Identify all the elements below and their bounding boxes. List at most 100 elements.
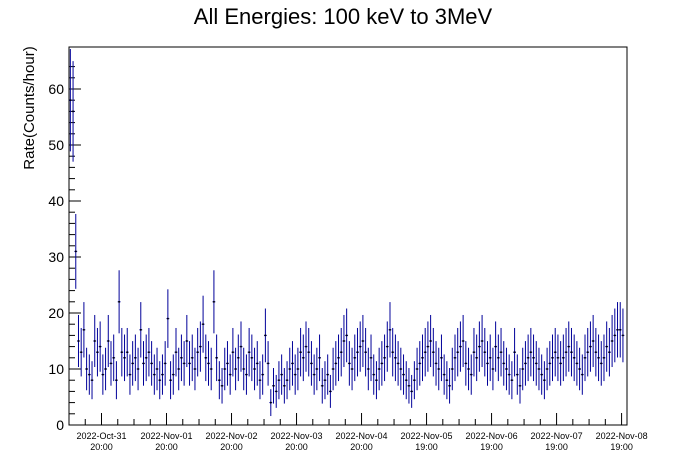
data-point [326,354,330,395]
data-point [234,347,237,391]
data-marker [150,362,153,365]
data-point [423,327,427,377]
data-marker [202,323,204,325]
data-marker [275,390,278,393]
data-point [486,341,489,386]
data-marker [137,368,139,370]
data-series [68,49,625,417]
data-point [228,354,232,395]
data-marker [340,351,343,353]
data-marker [418,362,421,365]
data-marker [511,379,513,381]
data-marker [470,373,473,376]
data-marker [614,334,616,337]
data-marker [329,390,332,393]
data-point [82,302,86,358]
data-point [93,314,97,368]
data-point [215,334,219,382]
data-point [375,361,378,400]
data-marker [240,345,242,348]
data-point [618,302,622,358]
data-marker [345,334,348,337]
data-point [388,302,392,358]
data-marker [483,351,486,353]
data-point [366,347,370,391]
data-point [448,368,451,404]
data-point [293,354,297,395]
data-marker [316,368,318,370]
data-marker [343,340,345,342]
data-point [104,347,107,391]
data-marker [391,351,394,353]
data-point [480,314,484,368]
data-marker [248,351,250,353]
chart-title: All Energies: 100 keV to 3MeV [194,4,493,29]
data-point [380,341,384,386]
data-point [258,361,262,400]
data-point [434,341,438,386]
data-marker [210,368,213,370]
y-tick-label: 50 [48,137,64,153]
data-marker [77,340,80,342]
data-point [299,327,302,377]
data-marker [326,373,329,376]
data-point [534,341,538,386]
data-point [125,327,129,377]
data-point [342,314,346,368]
data-marker [505,368,508,370]
data-marker [226,362,229,365]
data-marker [229,373,231,376]
data-marker [299,351,302,353]
data-marker [242,368,245,370]
data-point [226,341,229,386]
data-marker [110,362,112,365]
data-point [396,341,400,386]
data-point [613,308,617,363]
data-marker [172,373,175,376]
data-marker [538,368,540,370]
data-marker [221,385,223,387]
data-point [277,361,281,400]
data-marker [305,345,307,348]
data-point [356,327,359,377]
data-marker [448,385,451,387]
x-tick-date-label: 2022-Nov-06 [466,431,518,441]
data-point [96,327,99,377]
data-marker [508,373,510,376]
data-marker [318,357,321,359]
data-point [79,327,83,377]
data-marker [145,357,147,359]
data-point [459,321,462,372]
data-marker [321,385,324,387]
y-tick-label: 40 [48,193,64,209]
data-point [605,321,609,372]
data-point [87,354,91,395]
data-point [190,334,194,382]
data-point [591,314,595,368]
data-point [602,334,606,382]
data-point [488,334,492,382]
data-marker [332,368,334,370]
data-marker [207,362,210,365]
y-axis-label: Rate(Counts/hour) [21,46,38,169]
data-point [174,327,178,377]
data-marker [597,357,600,359]
data-marker [335,362,337,365]
data-point [334,341,338,386]
data-point [106,314,110,368]
data-marker [383,357,386,359]
data-point [421,334,424,382]
data-marker [99,345,101,348]
data-point [198,321,202,372]
data-marker [532,357,535,359]
data-marker [72,110,74,113]
data-marker [251,357,253,359]
data-point [269,389,273,417]
data-marker [394,357,397,359]
data-point [347,341,351,386]
data-marker [421,357,424,359]
data-marker [413,379,416,381]
x-tick-date-label: 2022-Nov-03 [271,431,323,441]
data-point [155,347,159,391]
data-marker [218,379,221,381]
